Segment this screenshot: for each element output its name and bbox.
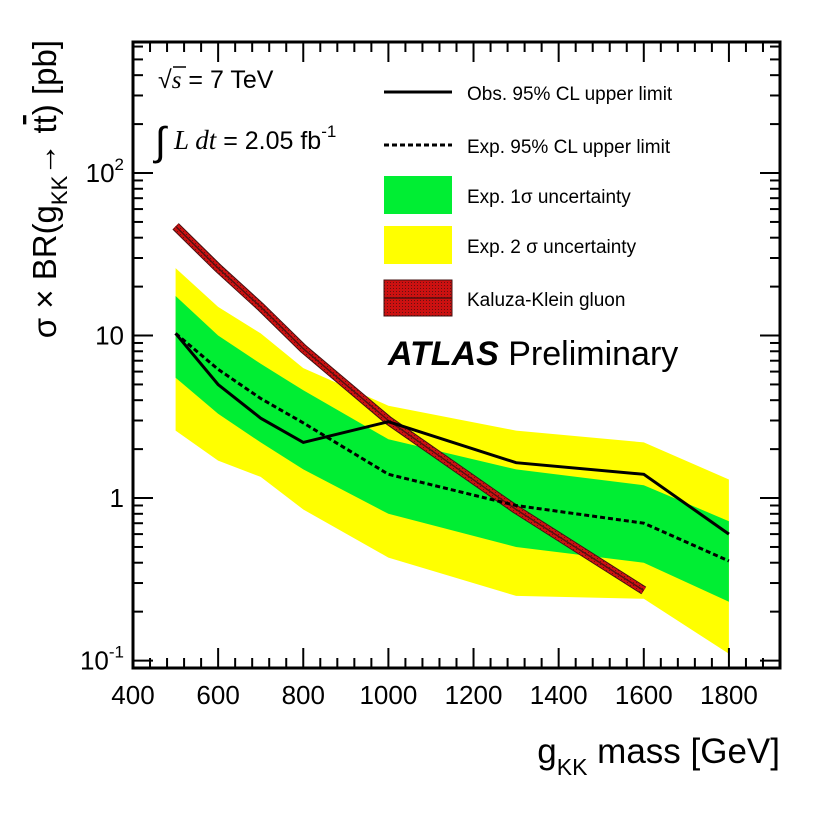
energy-rest: = 7 TeV <box>181 66 273 94</box>
y-title-post: ) [pb] <box>26 40 63 115</box>
band-1sigma <box>175 296 729 602</box>
energy-label: √s = 7 TeV <box>158 66 274 94</box>
legend-label-band2: Exp. 2 σ uncertainty <box>467 237 637 258</box>
x-title-g: g <box>537 732 556 771</box>
x-tick-label: 400 <box>111 680 154 710</box>
x-axis-title: gKK mass [GeV] <box>537 732 780 780</box>
legend-band1-swatch <box>384 176 452 214</box>
y-tick-base: 10 <box>80 646 109 676</box>
x-tick-label: 1600 <box>615 680 673 710</box>
lumi-ldt: L dt <box>173 125 218 155</box>
expected-limit-line <box>174 332 730 563</box>
y-tick-exponent: -1 <box>109 643 124 662</box>
legend-label-band1: Exp. 1σ uncertainty <box>467 187 631 208</box>
energy-sqrt: √ <box>158 66 172 94</box>
y-tick-label: 10-1 <box>80 643 124 676</box>
x-tick-label: 800 <box>282 680 325 710</box>
y-tick-base: 10 <box>86 158 115 188</box>
legend-band2-swatch <box>384 226 452 264</box>
atlas-label: ATLAS Preliminary <box>387 335 678 373</box>
x-tick-label: 1800 <box>700 680 758 710</box>
legend-label-exp: Exp. 95% CL upper limit <box>467 137 671 158</box>
lumi-rest: = 2.05 fb <box>216 127 321 155</box>
legend-label-kk: Kaluza-Klein gluon <box>467 290 625 311</box>
y-title-tbar: t <box>26 115 63 124</box>
x-tick-label: 1200 <box>445 680 503 710</box>
x-title-rest: mass [GeV] <box>587 732 780 771</box>
y-title-arrow: → t <box>26 124 63 175</box>
limit-curves <box>172 223 730 595</box>
lumi-exp: -1 <box>321 122 336 141</box>
y-tick-label: 102 <box>86 155 124 188</box>
energy-s: s <box>172 67 182 94</box>
observed-limit-line <box>174 332 730 536</box>
x-tick-label: 1000 <box>359 680 417 710</box>
atlas-bold: ATLAS <box>387 335 499 373</box>
lumi-label: ∫ L dt = 2.05 fb-1 <box>153 120 336 164</box>
y-title-pre: σ × BR(g <box>26 205 63 338</box>
y-tick-exponent: 2 <box>115 155 124 174</box>
kk-gluon-line <box>175 225 645 592</box>
y-axis-title: σ × BR(gKK→ tt) [pb] <box>26 40 72 338</box>
x-title-sub: KK <box>557 754 588 780</box>
atlas-preliminary: Preliminary <box>499 335 678 373</box>
y-tick-label: 1 <box>110 483 124 513</box>
labels: gKK mass [GeV]σ × BR(gKK→ tt) [pb] √s = 7… <box>26 40 780 780</box>
legend-label-obs: Obs. 95% CL upper limit <box>467 84 673 105</box>
x-tick-label: 1400 <box>530 680 588 710</box>
legend: Obs. 95% CL upper limit Exp. 95% CL upper… <box>383 84 673 317</box>
y-tick-label: 10 <box>95 321 124 351</box>
x-tick-label: 600 <box>196 680 239 710</box>
lumi-integral: ∫ <box>153 120 169 164</box>
y-title-sub: KK <box>47 175 72 205</box>
